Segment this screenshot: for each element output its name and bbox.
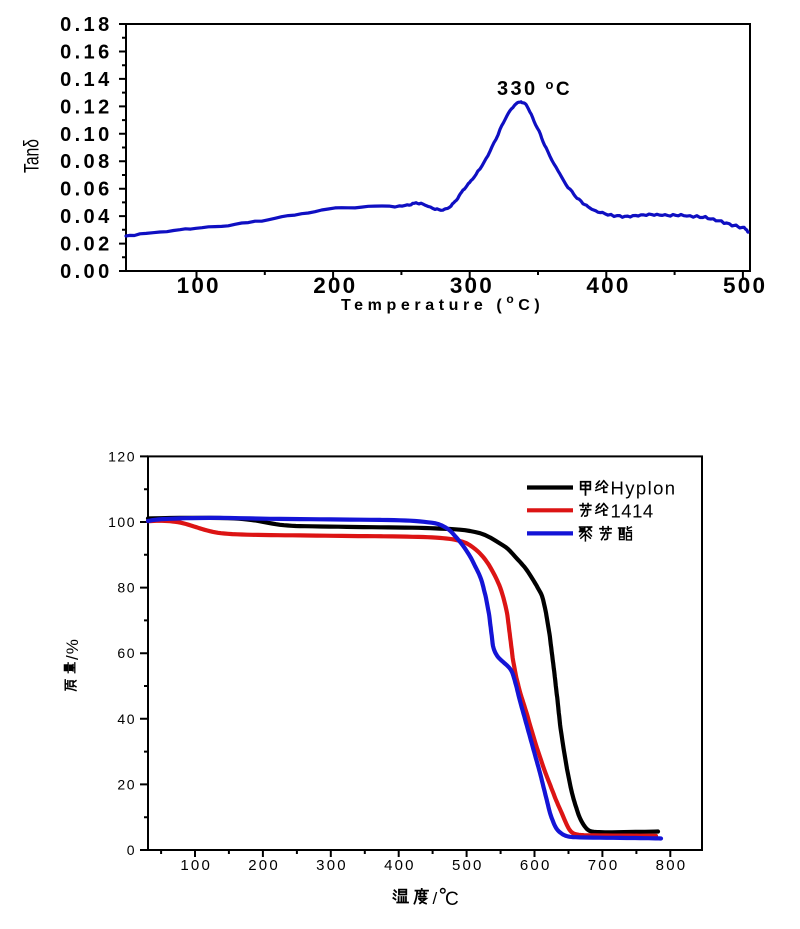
svg-text:Temperature (oC): Temperature (oC) (341, 292, 544, 314)
svg-text:0.10: 0.10 (60, 124, 113, 146)
svg-text:300: 300 (450, 273, 494, 298)
svg-text:0.02: 0.02 (60, 234, 113, 256)
svg-text:Hyplon: Hyplon (611, 478, 677, 499)
svg-text:500: 500 (452, 857, 484, 874)
svg-text:700: 700 (588, 857, 620, 874)
svg-text:0.12: 0.12 (60, 96, 113, 118)
svg-text:20: 20 (117, 776, 136, 792)
svg-text:120: 120 (108, 448, 136, 464)
svg-text:0.06: 0.06 (60, 179, 113, 201)
svg-text:100: 100 (180, 857, 212, 874)
svg-text:300: 300 (316, 857, 348, 874)
svg-text:200: 200 (313, 273, 357, 298)
svg-text:60: 60 (117, 645, 136, 661)
svg-text:500: 500 (723, 273, 767, 298)
svg-text:100: 100 (177, 273, 221, 298)
svg-text:600: 600 (520, 857, 552, 874)
svg-text:/%: /% (63, 638, 82, 660)
svg-text:0.04: 0.04 (60, 206, 113, 228)
svg-text:0.00: 0.00 (60, 261, 113, 283)
svg-text:80: 80 (117, 580, 136, 596)
svg-text:C: C (445, 889, 459, 910)
svg-text:330 oC: 330 oC (497, 77, 572, 100)
svg-text:200: 200 (248, 857, 280, 874)
svg-text:0.18: 0.18 (60, 14, 113, 36)
svg-text:0.14: 0.14 (60, 69, 113, 91)
svg-text:0.08: 0.08 (60, 151, 113, 173)
svg-text:/: / (433, 889, 438, 908)
svg-text:1414: 1414 (611, 500, 654, 521)
svg-text:100: 100 (108, 514, 136, 530)
svg-text:800: 800 (656, 857, 688, 874)
svg-text:40: 40 (117, 711, 136, 727)
svg-text:Tanδ: Tanδ (21, 139, 44, 173)
svg-text:400: 400 (384, 857, 416, 874)
svg-text:400: 400 (586, 273, 630, 298)
svg-text:0: 0 (127, 842, 136, 858)
svg-text:0.16: 0.16 (60, 42, 113, 64)
